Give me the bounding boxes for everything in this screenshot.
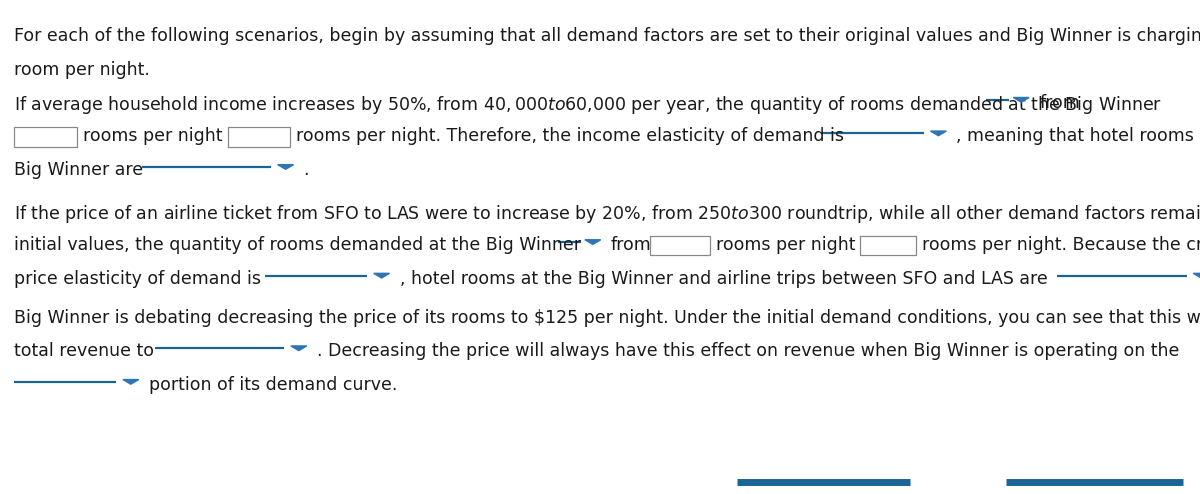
Text: initial values, the quantity of rooms demanded at the Big Winner: initial values, the quantity of rooms de… bbox=[14, 236, 581, 254]
Text: from: from bbox=[611, 236, 652, 254]
Text: , hotel rooms at the Big Winner and airline trips between SFO and LAS are: , hotel rooms at the Big Winner and airl… bbox=[400, 270, 1048, 288]
Polygon shape bbox=[584, 240, 601, 245]
Polygon shape bbox=[290, 346, 307, 351]
Text: .: . bbox=[304, 161, 310, 179]
Bar bbox=[14, 127, 77, 147]
Polygon shape bbox=[1193, 273, 1200, 278]
Text: Big Winner is debating decreasing the price of its rooms to $125 per night. Unde: Big Winner is debating decreasing the pr… bbox=[14, 309, 1200, 327]
Text: rooms per night. Therefore, the income elasticity of demand is: rooms per night. Therefore, the income e… bbox=[296, 127, 845, 145]
Text: rooms per night. Because the cross-: rooms per night. Because the cross- bbox=[922, 236, 1200, 254]
Polygon shape bbox=[373, 273, 390, 278]
Text: If the price of an airline ticket from SFO to LAS were to increase by 20%, from : If the price of an airline ticket from S… bbox=[14, 203, 1200, 225]
Text: rooms per night to: rooms per night to bbox=[83, 127, 245, 145]
Text: total revenue to: total revenue to bbox=[14, 342, 155, 360]
Text: portion of its demand curve.: portion of its demand curve. bbox=[149, 376, 397, 394]
Bar bbox=[228, 127, 290, 147]
Text: If average household income increases by 50%, from $40,000 to $60,000 per year, : If average household income increases by… bbox=[14, 94, 1163, 116]
Text: For each of the following scenarios, begin by assuming that all demand factors a: For each of the following scenarios, beg… bbox=[14, 27, 1200, 45]
Polygon shape bbox=[1013, 97, 1030, 102]
Polygon shape bbox=[930, 131, 947, 136]
Polygon shape bbox=[122, 379, 139, 384]
Text: from: from bbox=[1039, 94, 1080, 112]
Polygon shape bbox=[277, 165, 294, 169]
Text: Big Winner are: Big Winner are bbox=[14, 161, 144, 179]
Text: room per night.: room per night. bbox=[14, 61, 150, 79]
Text: price elasticity of demand is: price elasticity of demand is bbox=[14, 270, 262, 288]
Bar bbox=[860, 236, 916, 255]
Text: . Decreasing the price will always have this effect on revenue when Big Winner i: . Decreasing the price will always have … bbox=[317, 342, 1180, 360]
Text: , meaning that hotel rooms at the: , meaning that hotel rooms at the bbox=[956, 127, 1200, 145]
Bar bbox=[650, 236, 710, 255]
Text: rooms per night to: rooms per night to bbox=[716, 236, 878, 254]
